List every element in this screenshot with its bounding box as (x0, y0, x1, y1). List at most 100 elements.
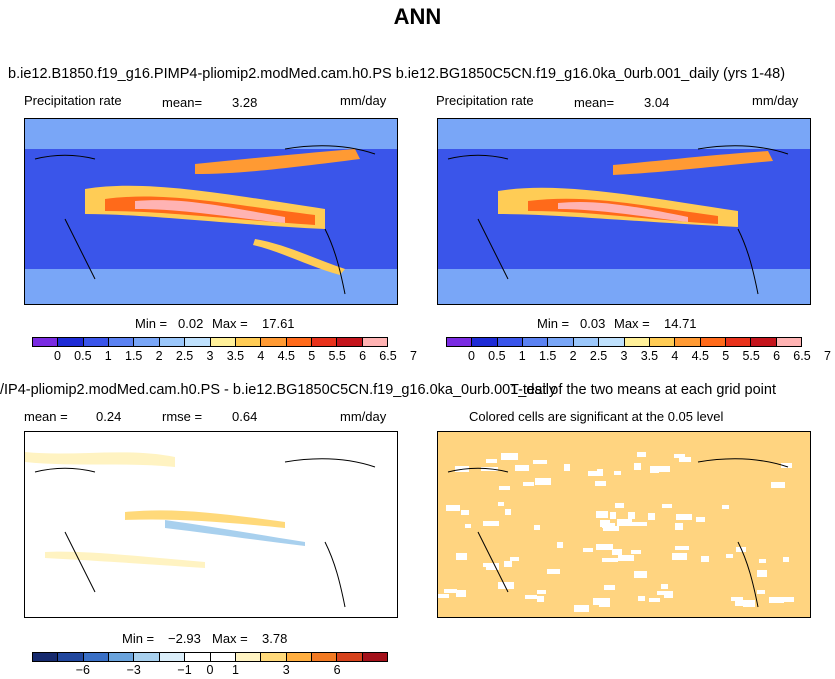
nonsignificant-cell (547, 569, 560, 574)
nonsignificant-cell (696, 517, 705, 522)
nonsignificant-cell (525, 595, 537, 599)
nonsignificant-cell (675, 523, 683, 530)
nonsignificant-cell (618, 555, 634, 561)
colorbar-tick-label: 1.5 (539, 349, 557, 363)
nonsignificant-cell (523, 482, 534, 486)
nonsignificant-cell (757, 590, 765, 594)
colorbar-swatch (776, 338, 802, 346)
panel2-min-label: Min = (537, 316, 570, 331)
nonsignificant-cell (446, 505, 460, 511)
nonsignificant-cell (600, 520, 610, 527)
nonsignificant-cell (655, 466, 670, 472)
nonsignificant-cell (726, 554, 733, 558)
nonsignificant-cell (612, 549, 622, 555)
colorbar-tick-label: 2 (155, 349, 163, 363)
colorbar-tick-label: 3 (206, 349, 214, 363)
nonsignificant-cell (515, 465, 529, 471)
colorbar-tick-label: 2.5 (175, 349, 194, 363)
page-title: ANN (393, 4, 442, 29)
panel2-max-value: 14.71 (664, 316, 697, 331)
nonsignificant-cell (661, 584, 668, 589)
colorbar-swatch (447, 338, 473, 346)
colorbar-tick-label: 2 (569, 349, 577, 363)
nonsignificant-cell (596, 544, 613, 550)
nonsignificant-cell (595, 481, 606, 486)
panel1-min-value: 0.02 (178, 316, 204, 331)
colorbar-swatch (725, 338, 752, 346)
panel1-title: Precipitation rate (24, 93, 122, 108)
colorbar-swatch (599, 338, 625, 346)
colorbar-swatch (624, 338, 650, 346)
nonsignificant-cell (757, 570, 767, 577)
colorbar-swatch (134, 338, 160, 346)
panel1-colorbar-ticks: 0 0.5 1 1.5 2 2.5 3 3.5 4 4.5 5 5.5 6 6.5 7 (32, 349, 417, 363)
nonsignificant-cell (631, 550, 641, 554)
colorbar-tick-label: −1 (177, 663, 192, 677)
panel3-rmse-value: 0.64 (232, 409, 258, 424)
panel1-colorbar (32, 337, 388, 347)
nonsignificant-cell (784, 597, 794, 602)
panel2-max-label: Max = (614, 316, 650, 331)
nonsignificant-cell (648, 513, 655, 520)
colorbar-swatch (261, 338, 287, 346)
colorbar-swatch (523, 338, 549, 346)
nonsignificant-cell (465, 524, 471, 528)
colorbar-swatch (33, 338, 59, 346)
nonsignificant-cell (676, 514, 692, 520)
colorbar-swatch (83, 338, 110, 346)
colorbar-tick-label: 0.5 (74, 349, 92, 363)
colorbar-swatch (286, 653, 312, 661)
colorbar-tick-label: 6 (359, 349, 367, 363)
nonsignificant-cell (759, 559, 766, 563)
nonsignificant-cell (650, 466, 659, 473)
nonsignificant-cell (634, 463, 641, 470)
nonsignificant-cell (783, 557, 789, 562)
panel2-mean-value: 3.04 (644, 95, 670, 110)
panel1-map (24, 118, 398, 305)
nonsignificant-cell (628, 512, 635, 519)
colorbar-tick-label: 5 (722, 349, 730, 363)
nonsignificant-cell (743, 600, 755, 607)
panel3-max-label: Max = (212, 631, 248, 646)
panel2-title: Precipitation rate (436, 93, 534, 108)
nonsignificant-cell (596, 511, 608, 518)
nonsignificant-cell (588, 471, 602, 476)
nonsignificant-cell (486, 563, 499, 570)
colorbar-tick-label: 6 (333, 663, 341, 677)
colorbar-swatch (311, 338, 338, 346)
colorbar-tick-label: 4 (257, 349, 265, 363)
panel3-min-value: −2.93 (168, 631, 201, 646)
nonsignificant-cell (634, 571, 647, 578)
panel1-max-value: 17.61 (262, 316, 295, 331)
colorbar-tick-label: 6.5 (379, 349, 397, 363)
nonsignificant-cell (679, 457, 691, 462)
nonsignificant-cell (564, 464, 570, 471)
colorbar-swatch (185, 338, 211, 346)
nonsignificant-cell (722, 505, 729, 509)
nonsignificant-cell (731, 597, 743, 601)
nonsignificant-cell (662, 504, 672, 508)
nonsignificant-cell (735, 600, 747, 606)
colorbar-swatch (109, 653, 135, 661)
colorbar-swatch (362, 338, 388, 346)
nonsignificant-cell (486, 459, 497, 463)
panel4-map (437, 431, 811, 618)
colorbar-tick-label: 0 (53, 349, 61, 363)
colorbar-tick-label: 3 (620, 349, 628, 363)
colorbar-tick-label: −6 (75, 663, 90, 677)
nonsignificant-cell (537, 590, 546, 594)
panel3-colorbar-ticks: −6 −3 −1 0 1 3 6 (32, 663, 388, 677)
colorbar-tick-label: 2.5 (589, 349, 608, 363)
nonsignificant-cell (574, 605, 589, 612)
colorbar-tick-label: 3.5 (226, 349, 245, 363)
panel3-rmse-label: rmse = (162, 409, 203, 424)
colorbar-tick-label: 7 (409, 349, 417, 363)
panel3-mean-label: mean = (24, 409, 68, 424)
nonsignificant-cell (603, 526, 619, 531)
colorbar-tick-label: 1 (518, 349, 526, 363)
colorbar-swatch (751, 338, 777, 346)
panel2-colorbar-ticks: 0 0.5 1 1.5 2 2.5 3 3.5 4 4.5 5 5.5 6 6.5 7 (446, 349, 831, 363)
nonsignificant-cell (701, 556, 709, 562)
panel2-map (437, 118, 811, 305)
colorbar-swatch (337, 653, 363, 661)
